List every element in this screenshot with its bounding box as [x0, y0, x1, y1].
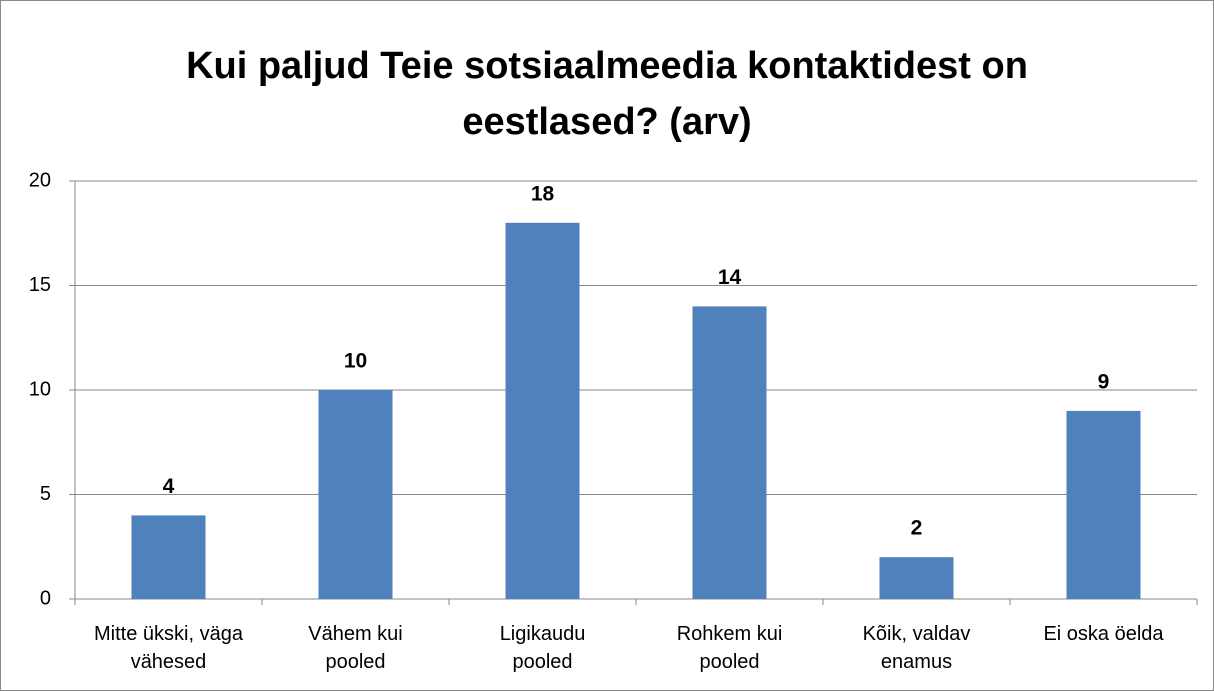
y-tick-label: 5	[40, 483, 51, 505]
x-tick-label: Ei oska öelda	[1043, 623, 1164, 645]
data-label: 10	[344, 350, 367, 373]
data-label: 4	[163, 475, 175, 498]
bar	[692, 306, 767, 599]
bar	[879, 557, 954, 599]
y-tick-label: 15	[29, 274, 51, 296]
y-tick-label: 10	[29, 378, 51, 400]
chart-title: Kui paljud Teie sotsiaalmeedia kontaktid…	[186, 45, 1028, 143]
x-tick-label: Kõik, valdav enamus	[862, 623, 971, 673]
x-tick-label: Vähem kui pooled	[308, 623, 403, 673]
bar	[1066, 410, 1141, 599]
data-label: 18	[531, 182, 555, 205]
x-tick-label: Ligikaudu pooled	[499, 623, 586, 673]
bar	[318, 390, 393, 599]
data-label: 9	[1098, 370, 1110, 393]
x-tick-label: Rohkem kui pooled	[676, 623, 783, 673]
y-tick-label: 0	[40, 587, 51, 609]
bar	[131, 515, 206, 599]
x-tick-label: Mitte ükski, väga vähesed	[94, 623, 243, 673]
data-label: 2	[911, 517, 923, 540]
bar	[505, 222, 580, 600]
data-label: 14	[718, 266, 742, 289]
y-tick-label: 20	[29, 169, 51, 191]
